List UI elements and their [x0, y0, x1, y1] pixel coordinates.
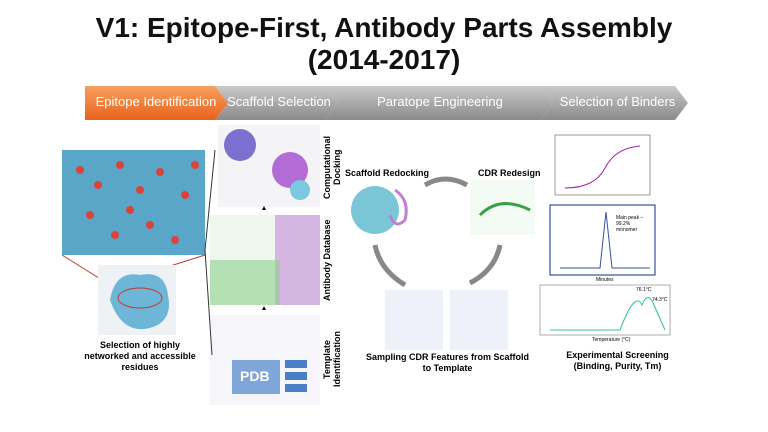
shape — [272, 152, 308, 188]
cycle-arrow — [372, 244, 407, 288]
step-caption: CDR Redesign — [478, 168, 541, 178]
title: V1: Epitope-First, Antibody Parts Assemb… — [95, 12, 673, 43]
caption: Experimental Screening (Binding, Purity,… — [566, 350, 669, 371]
title: (2014-2017) — [307, 44, 461, 75]
step-caption: Scaffold Redocking — [345, 168, 430, 178]
annotation: 76.1°C — [636, 287, 652, 293]
pdb-label: PDB — [240, 368, 270, 384]
step-arrow — [540, 86, 688, 120]
step-label: Scaffold Selection — [227, 94, 331, 109]
pdb-slots — [285, 360, 307, 392]
annotation: Main peak – 99.2% monomer — [616, 215, 644, 233]
binding-curve — [564, 145, 641, 189]
shape — [210, 260, 280, 305]
link-line — [204, 149, 216, 251]
vertical-label: Template Identification — [322, 331, 342, 388]
redocking-image — [351, 186, 399, 234]
cycle-arrow — [468, 244, 503, 286]
binding-plot — [554, 134, 651, 196]
template-structure — [385, 290, 443, 350]
step-caption: Sampling CDR Features from Scaffold to T… — [365, 352, 530, 373]
step-arrow — [215, 86, 338, 120]
shape — [478, 202, 531, 217]
shape — [275, 215, 320, 305]
arrow — [262, 206, 266, 210]
step-arrow — [85, 86, 228, 120]
step-label: Selection of Binders — [559, 94, 676, 109]
link-line — [204, 249, 213, 356]
template-structure — [450, 290, 508, 350]
vertical-label: Antibody Database — [322, 219, 332, 301]
step-label: Epitope Identification — [95, 94, 217, 109]
sec-trace — [560, 211, 650, 269]
epitope-circle — [117, 287, 163, 309]
caption: Selection of highly networked and access… — [84, 340, 196, 372]
tm-plot — [539, 284, 671, 336]
axis-label: Minutes — [596, 277, 614, 283]
shape — [290, 180, 310, 200]
residues — [76, 161, 199, 244]
epitope-map — [62, 150, 205, 255]
tm-trace — [550, 297, 666, 331]
pdb-box — [232, 360, 280, 394]
vertical-label: Computational Docking — [322, 136, 342, 199]
shape — [224, 129, 256, 161]
annotation: 74.3°C — [652, 297, 668, 303]
cycle-arrow — [423, 176, 469, 188]
axis-label: Temperature (°C) — [592, 337, 631, 343]
shape — [388, 188, 408, 226]
arrow — [262, 306, 266, 310]
protein-surface — [110, 274, 169, 330]
step-label: Paratope Engineering — [377, 94, 503, 109]
step-arrow — [325, 86, 553, 120]
